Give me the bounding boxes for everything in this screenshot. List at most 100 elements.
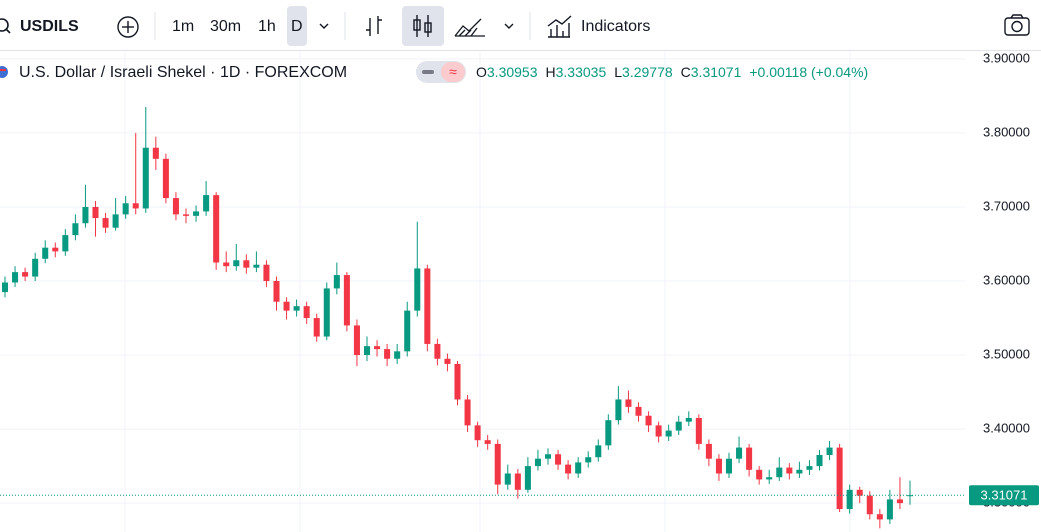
candle-body	[786, 467, 793, 474]
candle-body	[776, 467, 783, 478]
candle-body	[575, 462, 582, 474]
candle-body	[414, 268, 421, 311]
candle-body	[162, 158, 169, 199]
candle-body	[534, 458, 541, 467]
candle-body	[424, 268, 431, 344]
candle-body	[826, 447, 833, 455]
y-tick-label: 3.50000	[983, 346, 1030, 361]
candle-body	[585, 457, 592, 463]
candle-body	[635, 406, 642, 416]
candle-body	[42, 247, 49, 259]
legend-item: 3.31071	[691, 64, 742, 80]
candle-body	[454, 363, 461, 400]
y-tick-label: 3.80000	[983, 124, 1030, 139]
candle-body	[12, 272, 19, 283]
candle-body	[806, 466, 813, 470]
candle-body	[605, 420, 612, 446]
candle-body	[283, 301, 290, 311]
y-tick-label: 3.60000	[983, 272, 1030, 287]
candle-body	[886, 499, 893, 520]
candle-body	[675, 421, 682, 431]
price-axis: 3.90000 3.80000 3.70000 3.60000 3.50000 3.400…	[965, 50, 1041, 532]
candle-body	[896, 499, 903, 504]
candle-body	[353, 325, 360, 356]
candle-body	[474, 425, 481, 441]
candle-body	[766, 477, 773, 480]
interval[interactable]: 30m	[210, 18, 241, 35]
ohlc-values: O3.30953 H3.33035 L3.29778 C3.31071 +0.00118…	[476, 64, 868, 80]
last-price-tag	[969, 485, 1039, 506]
legend-toggle-symbol: ≈	[449, 64, 457, 80]
interval[interactable]: D	[291, 18, 303, 35]
candle-body	[665, 430, 672, 437]
interval[interactable]: 1m	[172, 18, 194, 35]
candle-body	[484, 440, 491, 444]
candle-body	[243, 260, 250, 268]
snapshot-icon[interactable]	[1004, 14, 1030, 36]
candle-body	[363, 346, 371, 356]
flag-icon	[0, 66, 8, 78]
y-tick-label: 3.90000	[983, 50, 1030, 65]
candle-body	[514, 473, 521, 490]
candle-body	[313, 318, 320, 337]
candle-body	[273, 281, 280, 302]
candle-body	[615, 399, 622, 421]
candle-body	[746, 447, 753, 470]
candle-body	[856, 489, 863, 496]
legend-item: O	[476, 64, 487, 80]
candle-body	[223, 262, 230, 267]
candle-body	[263, 264, 270, 282]
legend-item: +0.00118 (+0.04%)	[749, 64, 868, 80]
interval-dropdown[interactable]	[319, 23, 329, 29]
bars-icon[interactable]	[366, 16, 382, 36]
style-dropdown[interactable]	[504, 23, 514, 29]
candle-body	[384, 349, 391, 359]
candle-body	[434, 343, 441, 359]
candle-body	[725, 458, 733, 474]
candle-body	[142, 147, 149, 209]
indicators-icon[interactable]	[547, 15, 572, 38]
candle-body	[293, 306, 300, 311]
candle-body	[82, 206, 89, 224]
candle-body	[655, 425, 662, 437]
candle-body	[112, 214, 119, 228]
candle-body	[343, 275, 350, 326]
candle-body	[233, 260, 240, 267]
candles-icon[interactable]	[413, 15, 432, 37]
compare-button[interactable]	[117, 16, 139, 38]
search-icon[interactable]	[0, 18, 11, 34]
candle-body	[193, 211, 200, 216]
candle-body	[555, 454, 562, 465]
candle-body	[253, 264, 260, 268]
candle-body	[374, 346, 381, 350]
candle-body	[404, 310, 411, 352]
legend-toggle-active[interactable]	[441, 62, 465, 82]
toolbar	[0, 0, 1041, 50]
last-price-label: 3.31071	[981, 488, 1028, 503]
candle-body	[52, 247, 59, 252]
indicators-button[interactable]: Indicators	[581, 18, 650, 35]
candle-body	[685, 417, 692, 422]
candle-body	[152, 147, 159, 159]
candle-body	[645, 415, 652, 426]
candle-body	[796, 469, 803, 474]
candle-body	[203, 195, 210, 212]
candle-body	[22, 272, 29, 277]
candle-body	[72, 223, 79, 236]
legend-item: 3.29778	[622, 64, 673, 80]
candle-body	[303, 306, 310, 319]
candle-body	[32, 258, 39, 277]
candle-body	[705, 443, 712, 459]
candle-body	[715, 458, 722, 474]
candle-body	[62, 235, 69, 252]
candle-body	[213, 195, 220, 263]
interval[interactable]: 1h	[258, 18, 276, 35]
candle-body	[394, 351, 401, 359]
candle-body	[172, 198, 179, 215]
legend-toggle-dash	[422, 70, 434, 74]
candle-body	[736, 447, 743, 459]
symbol[interactable]: USDILS	[20, 18, 79, 35]
area-icon[interactable]	[454, 18, 485, 37]
candle-body	[595, 445, 602, 458]
candle-body	[816, 454, 823, 467]
